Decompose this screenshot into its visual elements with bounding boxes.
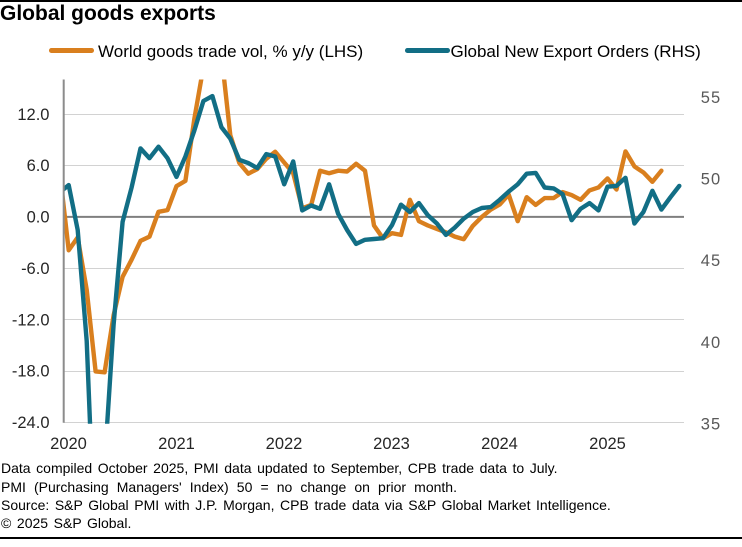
svg-text:-24.0: -24.0	[12, 414, 50, 432]
svg-text:50: 50	[701, 170, 721, 188]
svg-text:2021: 2021	[158, 435, 195, 453]
svg-text:12.0: 12.0	[17, 106, 49, 124]
svg-text:2024: 2024	[481, 435, 518, 453]
svg-text:0.0: 0.0	[27, 209, 50, 227]
svg-text:2025: 2025	[589, 435, 626, 453]
svg-text:45: 45	[701, 252, 721, 270]
svg-text:-12.0: -12.0	[12, 311, 50, 329]
svg-text:55: 55	[701, 89, 721, 107]
svg-text:2022: 2022	[266, 435, 303, 453]
svg-text:6.0: 6.0	[27, 157, 50, 175]
svg-text:-18.0: -18.0	[12, 363, 50, 381]
svg-text:35: 35	[701, 415, 721, 433]
svg-text:-6.0: -6.0	[21, 260, 49, 278]
svg-text:2023: 2023	[373, 435, 410, 453]
svg-text:2020: 2020	[50, 435, 87, 453]
svg-text:40: 40	[701, 334, 721, 352]
